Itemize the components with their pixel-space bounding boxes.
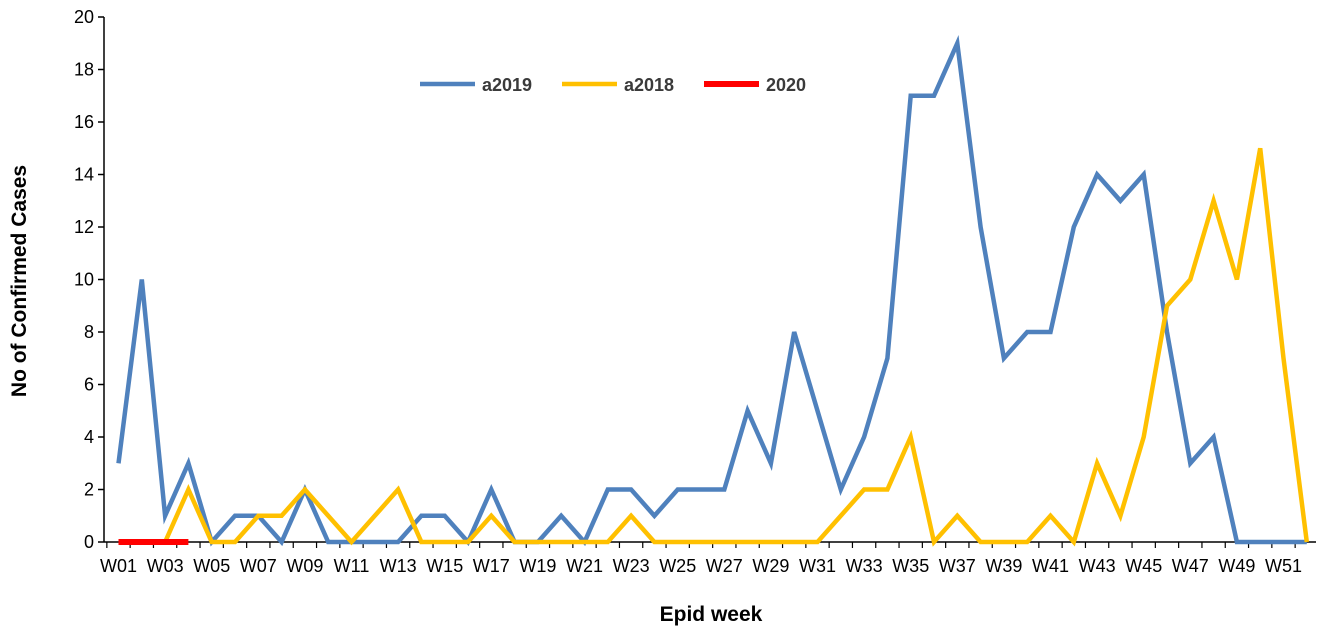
y-axis-title: No of Confirmed Cases — [8, 165, 31, 397]
x-tick-label: W27 — [706, 556, 743, 576]
x-tick-label: W15 — [426, 556, 463, 576]
x-axis-title: Epid week — [660, 603, 763, 626]
x-tick-label: W17 — [473, 556, 510, 576]
y-tick-label: 10 — [74, 270, 94, 290]
x-tick-label: W13 — [380, 556, 417, 576]
x-tick-label: W09 — [286, 556, 323, 576]
series-line-a2019 — [116, 35, 1307, 547]
x-tick-label: W39 — [985, 556, 1022, 576]
x-tick-label: W41 — [1032, 556, 1069, 576]
x-tick-label: W01 — [100, 556, 137, 576]
y-tick-label: 6 — [84, 375, 94, 395]
y-tick-label: 4 — [84, 427, 94, 447]
y-tick-label: 20 — [74, 7, 94, 27]
x-tick-label: W49 — [1218, 556, 1255, 576]
legend: a2019 a2018 2020 — [420, 75, 806, 95]
x-tick-label: W51 — [1265, 556, 1302, 576]
legend-label-a2019: a2019 — [482, 75, 532, 95]
y-tick-label: 8 — [84, 322, 94, 342]
x-tick-label: W33 — [846, 556, 883, 576]
x-tick-label: W37 — [939, 556, 976, 576]
x-tick-label: W43 — [1079, 556, 1116, 576]
x-tick-label: W07 — [240, 556, 277, 576]
x-tick-label: W31 — [799, 556, 836, 576]
legend-label-2020: 2020 — [766, 75, 806, 95]
x-tick-label: W05 — [193, 556, 230, 576]
x-tick-label: W35 — [892, 556, 929, 576]
x-tick-label: W19 — [519, 556, 556, 576]
x-tick-label: W11 — [334, 556, 370, 576]
x-tick-label: W47 — [1172, 556, 1209, 576]
x-tick-label: W29 — [752, 556, 789, 576]
x-tick-label: W21 — [566, 556, 603, 576]
axes: 0 2 4 6 8 10 12 14 16 18 20 W01 W03 W05 W07 W09 W11 W13 W1… — [74, 7, 1316, 576]
legend-label-a2018: a2018 — [624, 75, 674, 95]
series-lines — [116, 35, 1310, 547]
y-tick-label: 12 — [74, 217, 94, 237]
x-tick-label: W45 — [1125, 556, 1162, 576]
series-line-a2018 — [118, 147, 1310, 547]
y-tick-label: 18 — [74, 60, 94, 80]
y-tick-label: 2 — [84, 480, 94, 500]
y-tick-label: 0 — [84, 532, 94, 552]
y-tick-label: 16 — [74, 112, 94, 132]
x-tick-label: W23 — [613, 556, 650, 576]
x-tick-label: W25 — [659, 556, 696, 576]
x-tick-label: W03 — [147, 556, 184, 576]
y-tick-label: 14 — [74, 165, 94, 185]
